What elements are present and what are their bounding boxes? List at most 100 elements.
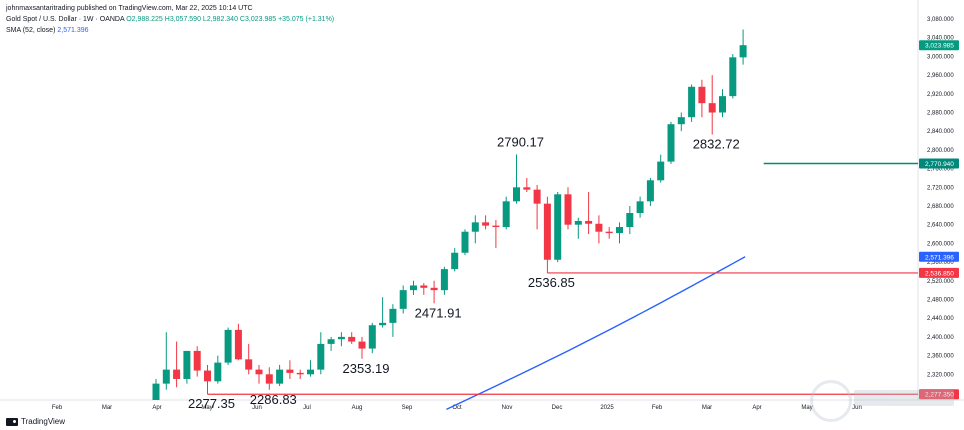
y-tick-label: 2,840.000 — [927, 129, 954, 135]
y-tick-label: 2,560.000 — [927, 260, 954, 266]
x-tick-label: Jun — [852, 405, 862, 411]
candle-body — [698, 86, 706, 104]
candle-body — [502, 201, 510, 228]
x-tick-label: Feb — [652, 405, 663, 411]
candle-body — [296, 372, 304, 375]
candle-body — [152, 383, 160, 400]
y-tick-label: 2,520.000 — [927, 279, 954, 285]
candle-body — [410, 285, 417, 291]
x-tick-label: Aug — [352, 405, 363, 411]
price-annotation: 2353.19 — [343, 361, 390, 376]
ohlc-close: C3,023.985 — [239, 16, 277, 23]
price-label-bg — [919, 267, 959, 278]
y-tick-label: 2,880.000 — [927, 111, 954, 117]
candle-body — [255, 369, 263, 375]
sma-value: 2,571.396 — [57, 27, 89, 34]
candle-body — [183, 350, 191, 379]
price-label: 2,536.850 — [925, 270, 954, 277]
candle-body — [646, 180, 654, 202]
candle-body — [224, 329, 232, 363]
candle-body — [399, 290, 407, 309]
price-annotation: 2286.83 — [250, 392, 297, 407]
x-tick-label: Mar — [102, 405, 112, 411]
x-tick-label: May — [201, 405, 212, 411]
candle-body — [193, 350, 201, 371]
y-tick-label: 2,960.000 — [927, 73, 954, 79]
candle-body — [265, 374, 273, 384]
price-annotation: 2790.17 — [497, 134, 544, 149]
x-tick-label: Jul — [303, 405, 311, 411]
ohlc-open: O2,988.225 — [126, 16, 163, 23]
ohlc-high: H3,057.590 — [164, 16, 201, 23]
price-label-bg — [919, 40, 959, 51]
symbol-label: Gold Spot / U.S. Dollar · 1W · OANDA — [6, 16, 125, 23]
candle-body — [451, 252, 459, 270]
price-label-bg — [919, 158, 959, 169]
price-annotation: 2471.91 — [415, 305, 462, 320]
candle-body — [708, 103, 716, 113]
x-tick-label: Dec — [552, 405, 563, 411]
candle-body — [368, 325, 376, 349]
x-tick-label: Apr — [152, 405, 161, 411]
candle-body — [667, 124, 675, 162]
candle-body — [605, 231, 613, 234]
candle-body — [677, 117, 685, 125]
candle-body — [657, 161, 665, 181]
candle-body — [626, 213, 634, 228]
watermark-logo — [810, 378, 960, 422]
ohlc-low: L2,982.340 — [202, 16, 238, 23]
y-tick-label: 2,320.000 — [927, 372, 954, 378]
y-tick-label: 2,600.000 — [927, 241, 954, 247]
candle-body — [492, 225, 500, 228]
candle-body — [430, 287, 438, 291]
y-tick-label: 2,720.000 — [927, 185, 954, 191]
candle-body — [564, 194, 572, 225]
candle-body — [585, 220, 593, 224]
x-tick-label: Sep — [402, 405, 413, 411]
y-tick-label: 3,040.000 — [927, 36, 954, 42]
candle-body — [420, 285, 428, 288]
candle-body — [482, 222, 490, 226]
price-label: 2,277.350 — [925, 392, 954, 399]
ohlc-change: +35.075 (+1.31%) — [278, 16, 335, 23]
candle-body — [543, 203, 551, 260]
chart-header: johnmaxsantaritrading published on Tradi… — [6, 3, 334, 36]
price-label-bg — [919, 389, 959, 400]
candle-body — [327, 339, 335, 344]
x-tick-label: 2025 — [600, 405, 614, 411]
y-tick-label: 3,000.000 — [927, 54, 954, 60]
candle-body — [358, 341, 366, 349]
candle-body — [389, 308, 397, 323]
price-annotation: 2832.72 — [693, 137, 740, 152]
y-tick-label: 2,760.000 — [927, 167, 954, 173]
y-tick-label: 2,920.000 — [927, 92, 954, 98]
candle-body — [234, 329, 242, 360]
tradingview-footer: TradingView — [6, 417, 65, 426]
candle-body — [574, 220, 582, 225]
price-label-bg — [919, 251, 959, 262]
candle-body — [554, 194, 562, 260]
tradingview-logo-icon — [6, 417, 18, 426]
y-tick-label: 2,680.000 — [927, 204, 954, 210]
price-annotation: 2277.35 — [188, 396, 235, 411]
y-tick-label: 2,400.000 — [927, 335, 954, 341]
x-tick-label: Oct — [452, 405, 462, 411]
candle-body — [337, 336, 345, 340]
sma-line — [446, 256, 746, 410]
candle-body — [688, 86, 696, 118]
x-tick-label: May — [801, 405, 812, 411]
price-label: 2,571.396 — [925, 254, 954, 261]
sma-label: SMA (52, close) — [6, 27, 56, 34]
candle-body — [729, 57, 737, 97]
candle-body — [719, 96, 726, 113]
candle-body — [616, 227, 623, 234]
x-tick-label: Feb — [52, 405, 63, 411]
y-tick-label: 2,800.000 — [927, 148, 954, 154]
candle-body — [307, 369, 314, 375]
candle-body — [636, 201, 644, 214]
candle-body — [214, 362, 222, 382]
candle-body — [286, 369, 294, 373]
candle-body — [245, 359, 253, 370]
candle-body — [513, 187, 520, 202]
